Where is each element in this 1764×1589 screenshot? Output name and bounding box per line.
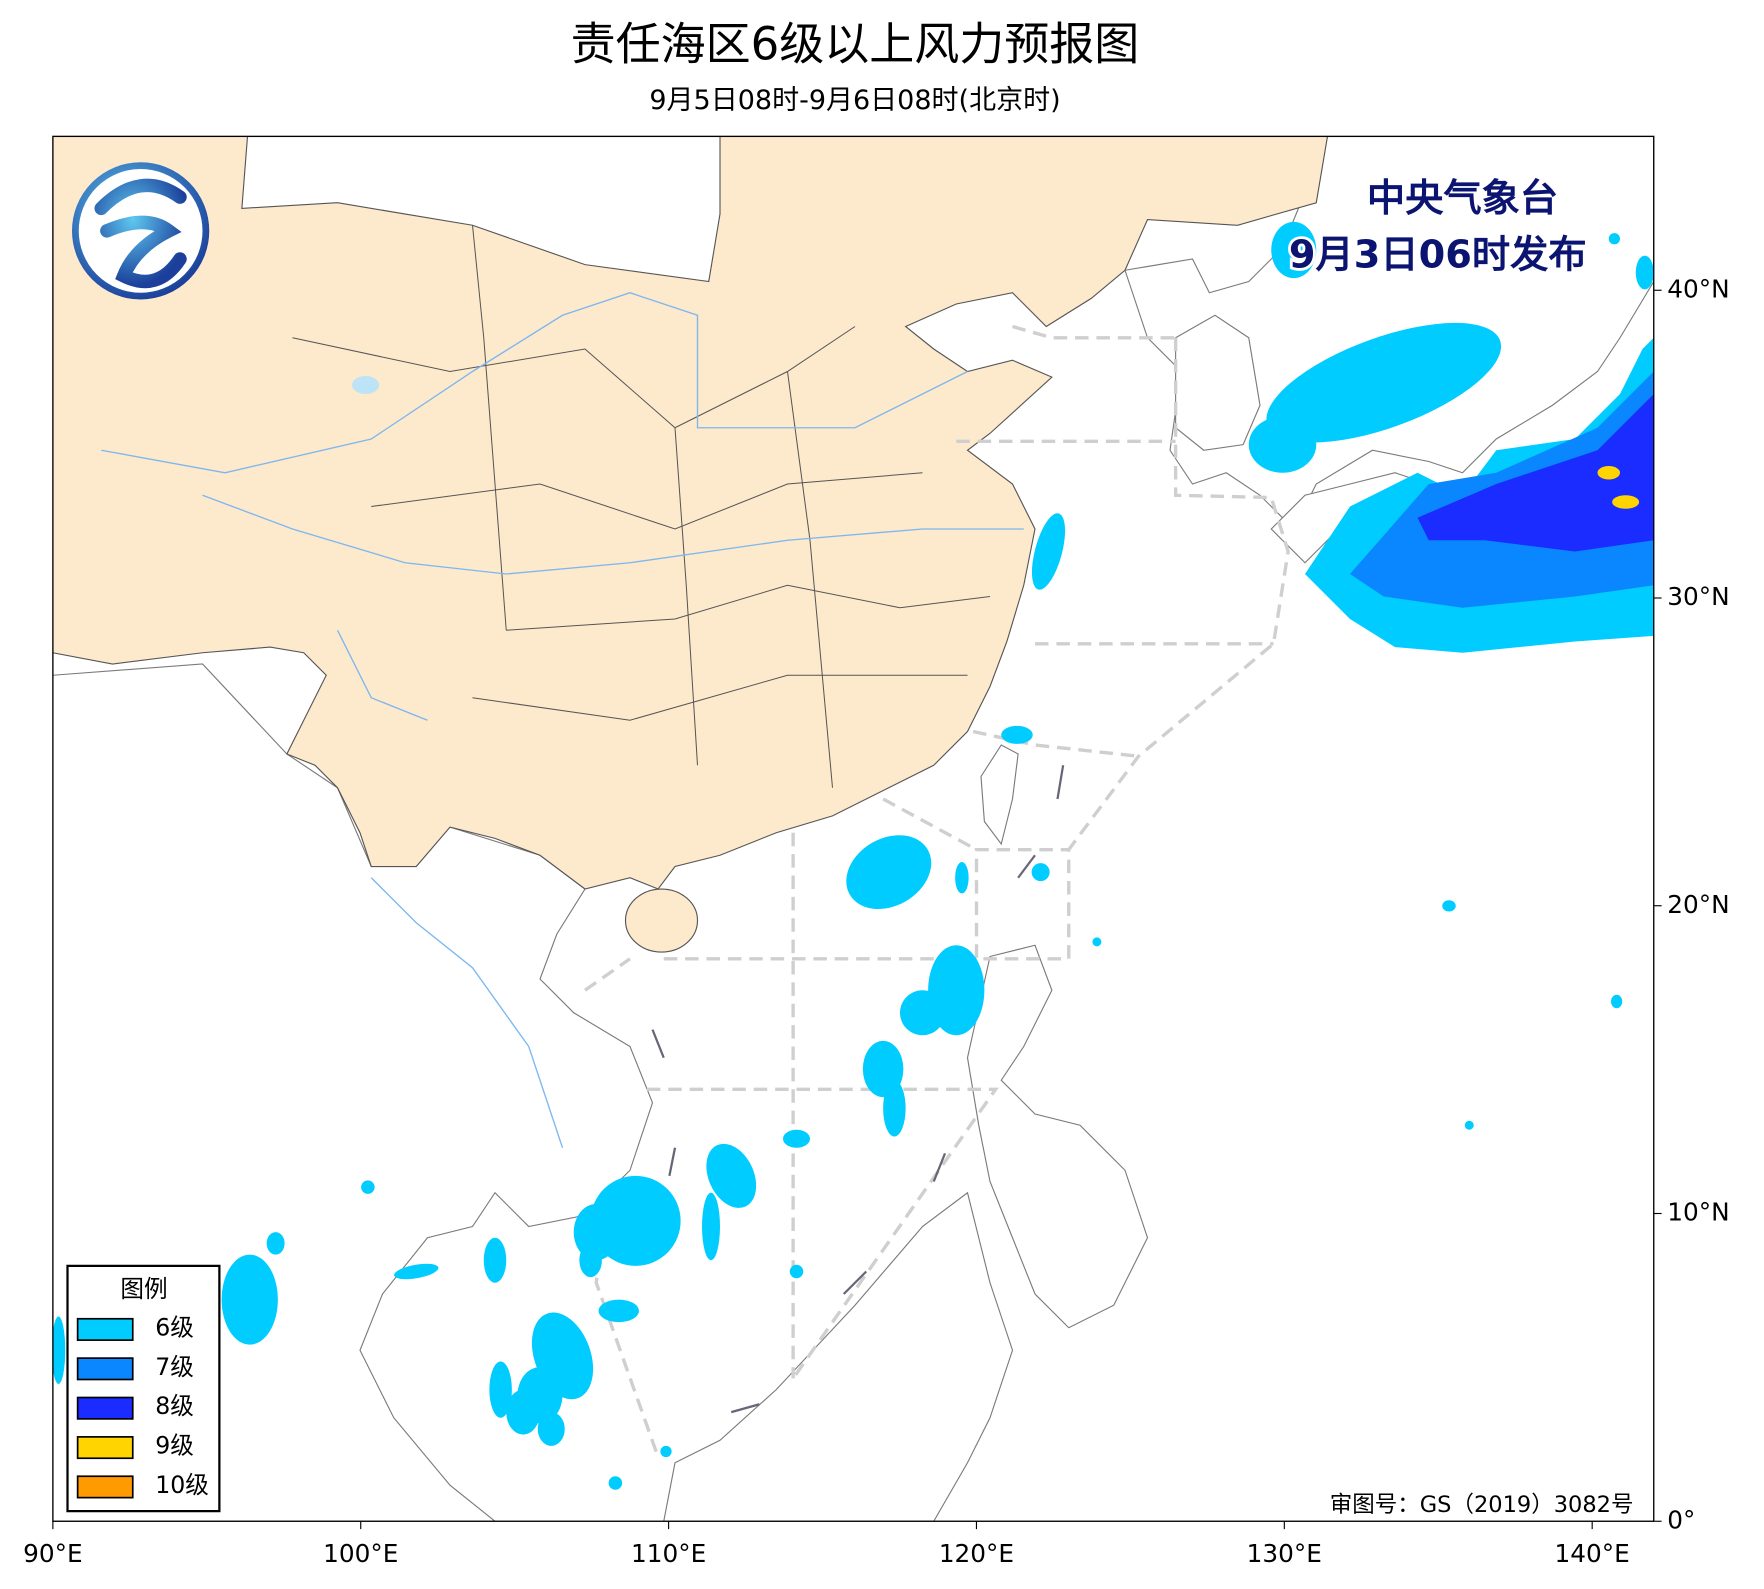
- wind-area: [789, 1264, 804, 1279]
- legend-swatch: [76, 1396, 134, 1420]
- map-area: [52, 136, 1654, 1522]
- approval-number: 审图号：GS（2019）3082号: [1330, 1492, 1634, 1518]
- wind-areas: [52, 221, 1654, 1490]
- shoals: [651, 765, 1065, 1414]
- wind-area: [955, 862, 969, 894]
- x-tick-label: 140°E: [1555, 1539, 1630, 1568]
- hainan: [624, 888, 699, 953]
- wind-area: [783, 1129, 810, 1148]
- taiwan: [980, 744, 1019, 846]
- wind-area: [660, 1445, 672, 1458]
- borneo: [663, 1191, 1014, 1522]
- lake: [352, 376, 380, 394]
- wind-area: [1635, 255, 1654, 290]
- wind-area: [1031, 513, 1066, 590]
- legend-label: 10级: [155, 1471, 209, 1499]
- y-tick-label: 20°N: [1667, 890, 1729, 919]
- legend-swatch: [76, 1475, 134, 1499]
- sea-area-boundaries: [584, 324, 1290, 1458]
- legend-title: 图例: [120, 1275, 167, 1303]
- philippines: [966, 944, 1149, 1329]
- wind-area: [1248, 416, 1317, 473]
- wind-area: [266, 1232, 285, 1255]
- wind-area: [1271, 221, 1317, 279]
- map-frame: [52, 135, 1655, 1522]
- korea-peninsula: [1175, 314, 1261, 451]
- legend-label: 7级: [155, 1353, 194, 1381]
- legend-label: 8级: [155, 1392, 194, 1420]
- y-tick-label: 40°N: [1667, 274, 1729, 303]
- province-borders: [292, 225, 991, 788]
- wind-area: [1611, 994, 1623, 1009]
- wind-area: [598, 1299, 639, 1323]
- wind-area: [483, 1237, 507, 1283]
- wind-area: [1612, 495, 1640, 509]
- legend: 图例 6级 7级 8级 9级 10级: [66, 1264, 221, 1513]
- wind-area: [394, 1263, 439, 1280]
- wind-area: [1266, 322, 1502, 443]
- x-tick-label: 130°E: [1247, 1539, 1322, 1568]
- wind-area: [52, 1316, 66, 1384]
- issue-time: 9月3日06时发布: [1289, 232, 1587, 277]
- logo: [72, 162, 210, 300]
- publisher-name: 中央气象台: [1367, 176, 1558, 221]
- wind-area: [846, 835, 932, 910]
- legend-swatch: [76, 1317, 134, 1341]
- wind-area: [1417, 394, 1654, 552]
- wind-area: [900, 990, 945, 1036]
- x-tick-label: 120°E: [939, 1539, 1014, 1568]
- wind-area: [489, 1361, 512, 1418]
- legend-label: 9级: [155, 1432, 194, 1460]
- legend-swatch: [76, 1436, 134, 1460]
- wind-area: [702, 1192, 720, 1261]
- title: 责任海区6级以上风力预报图: [571, 18, 1140, 71]
- wind-area: [361, 1180, 375, 1194]
- wind-area: [706, 1143, 757, 1208]
- x-tick-label: 110°E: [631, 1539, 706, 1568]
- wind-area: [506, 1389, 540, 1435]
- x-tick-label: 90°E: [23, 1539, 83, 1568]
- subtitle: 9月5日08时-9月6日08时(北京时): [649, 85, 1060, 116]
- y-tick-label: 0°: [1667, 1505, 1695, 1534]
- rivers: [101, 292, 1024, 1148]
- y-tick-label: 30°N: [1667, 582, 1729, 611]
- legend-label: 6级: [155, 1313, 194, 1341]
- wind-area: [221, 1254, 278, 1345]
- china-land: [52, 136, 1329, 890]
- wind-area: [1608, 233, 1620, 245]
- wind-area: [579, 1243, 602, 1278]
- wind-area: [608, 1476, 623, 1490]
- legend-box: [66, 1264, 221, 1513]
- y-tick-label: 10°N: [1667, 1198, 1729, 1227]
- legend-swatch: [76, 1357, 134, 1381]
- wind-area: [1092, 937, 1102, 947]
- wind-area: [1031, 863, 1050, 882]
- wind-area: [1464, 1120, 1474, 1130]
- wind-area: [883, 1080, 906, 1137]
- wind-area: [537, 1412, 565, 1446]
- wind-area: [1442, 900, 1456, 912]
- wind-area: [1001, 725, 1033, 744]
- wind-area: [1597, 466, 1620, 480]
- axes: 90°E 100°E 110°E 120°E 130°E 140°E 0° 10°N 20°N 3…: [23, 274, 1730, 1568]
- x-tick-label: 100°E: [323, 1539, 398, 1568]
